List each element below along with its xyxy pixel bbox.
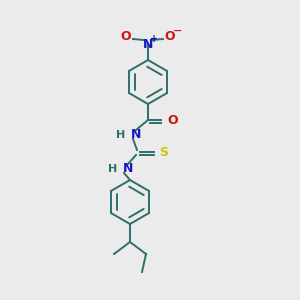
Text: N: N xyxy=(123,163,134,176)
Text: H: H xyxy=(108,164,117,174)
Text: O: O xyxy=(167,115,178,128)
Text: −: − xyxy=(173,26,183,36)
Text: N: N xyxy=(143,38,153,50)
Text: H: H xyxy=(116,130,125,140)
Text: O: O xyxy=(165,29,175,43)
Text: O: O xyxy=(121,29,131,43)
Text: N: N xyxy=(131,128,141,142)
Text: +: + xyxy=(150,34,158,44)
Text: S: S xyxy=(159,146,168,160)
